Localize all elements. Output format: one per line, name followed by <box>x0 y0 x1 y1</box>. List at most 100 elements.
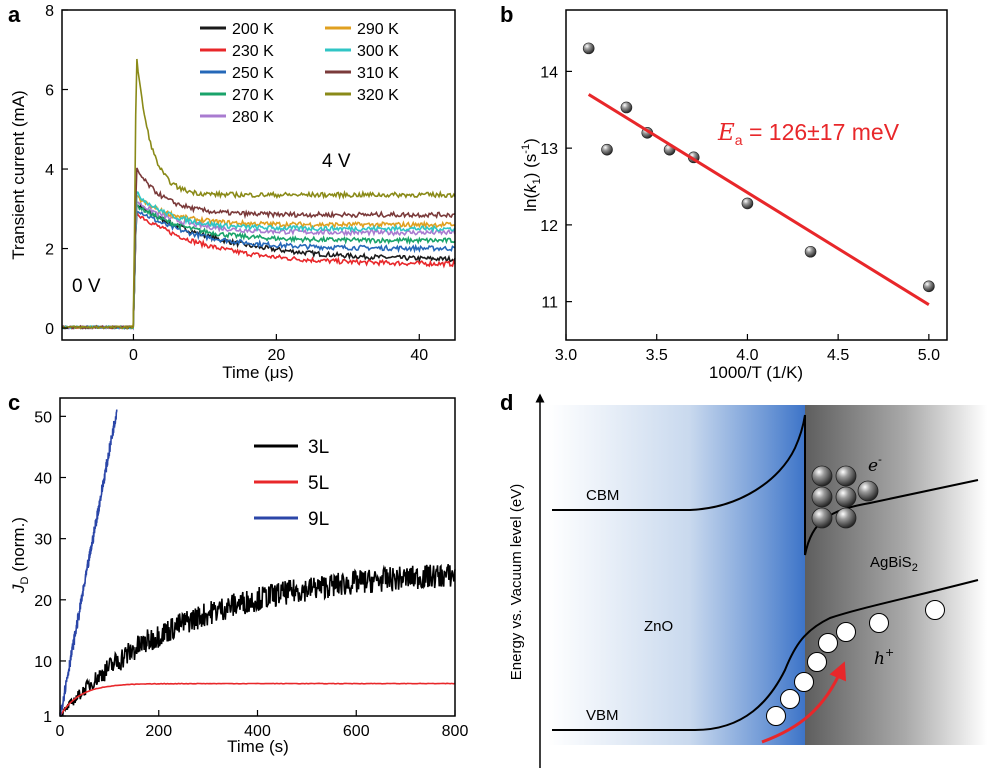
hole-circle <box>925 600 945 620</box>
panel-c-series <box>59 409 456 717</box>
panel-a-series <box>61 58 456 331</box>
panel-b-fit-line <box>587 93 930 306</box>
x-tick-label: 40 <box>410 347 428 364</box>
y-tick-label: 40 <box>34 471 52 488</box>
electron-ball <box>835 507 857 529</box>
panel-b-axes-frame <box>565 9 948 341</box>
agbis2-region <box>805 405 987 745</box>
series-line-280k <box>61 200 456 331</box>
electron-ball <box>811 465 833 487</box>
y-tick-label: 4 <box>45 162 54 179</box>
y-tick-label: 20 <box>34 593 52 610</box>
y-tick-label: 11 <box>541 295 558 312</box>
agbis2-label: AgBiS2 <box>870 554 918 574</box>
y-tick-label: 1 <box>43 709 52 726</box>
panel-label-d: d <box>500 390 513 415</box>
x-tick-label: 4.5 <box>827 347 849 364</box>
panel-b-activation-energy: Ea = 126±17 meV <box>717 119 900 148</box>
electron-ball <box>835 486 857 508</box>
legend-entry: 290 K <box>357 21 399 38</box>
valence-band-edge <box>552 579 979 731</box>
panel-c-ylabel: JD (norm.) <box>9 517 31 594</box>
panel-label-c: c <box>8 390 20 415</box>
y-tick-label: 14 <box>540 64 558 81</box>
legend-entry: 9L <box>308 509 329 530</box>
panel-a-ticks: 0 20 40 0 2 4 6 8 <box>45 3 428 364</box>
panel-label-b: b <box>500 2 513 27</box>
panel-c: c 0 200 400 600 800 1 10 20 30 40 50 Time (s) JD (… <box>8 390 468 756</box>
electron-ball <box>835 465 857 487</box>
panel-a-legend: 200 K 230 K 250 K 270 K 280 K 290 K 300 K 310 K… <box>200 21 399 126</box>
series-line-5l <box>59 682 456 717</box>
legend-entry: 250 K <box>232 65 274 82</box>
legend-entry: 310 K <box>357 65 399 82</box>
series-line-320k <box>61 58 456 331</box>
panel-b: b 3.0 3.5 4.0 4.5 5.0 11 12 13 14 1000/T (1/K) l… <box>500 2 948 382</box>
panel-a-axes-frame <box>61 9 456 341</box>
data-point <box>601 143 613 156</box>
x-tick-label: 600 <box>343 723 370 740</box>
panel-a-annotation-4v: 4 V <box>322 151 351 172</box>
x-tick-label: 3.5 <box>646 347 668 364</box>
zno-region <box>548 405 805 745</box>
hole-chain <box>766 600 945 726</box>
x-tick-label: 400 <box>244 723 271 740</box>
panel-b-points <box>582 42 935 293</box>
x-tick-label: 4.0 <box>736 347 758 364</box>
data-point <box>804 245 817 258</box>
hole-circle <box>818 633 838 653</box>
data-point <box>620 101 633 114</box>
panel-label-a: a <box>8 2 21 27</box>
legend-entry: 230 K <box>232 43 274 60</box>
hole-circle <box>794 672 814 692</box>
y-tick-label: 13 <box>540 141 558 158</box>
data-point <box>582 42 595 55</box>
hole-transport-arrow <box>761 661 847 744</box>
series-line-3l <box>60 563 456 717</box>
x-tick-label: 0 <box>56 723 65 740</box>
hole-circle <box>780 689 800 709</box>
y-tick-label: 2 <box>45 242 54 259</box>
hole-label: h+ <box>874 646 894 669</box>
panel-b-ylabel: ln(k1) (s-1) <box>520 138 543 212</box>
electron-cluster <box>811 465 879 529</box>
panel-c-ticks: 0 200 400 600 800 1 10 20 30 40 50 <box>34 409 468 740</box>
panel-a-annotation-0v: 0 V <box>72 276 101 297</box>
hole-circle <box>836 622 856 642</box>
y-tick-label: 10 <box>34 654 52 671</box>
x-tick-label: 200 <box>145 723 172 740</box>
legend-entry: 270 K <box>232 87 274 104</box>
zno-label: ZnO <box>644 618 673 635</box>
x-tick-label: 3.0 <box>555 347 577 364</box>
hole-circle <box>807 652 827 672</box>
x-tick-label: 0 <box>129 347 138 364</box>
panel-a-xlabel: Time (μs) <box>222 363 294 382</box>
panel-a: a 0 20 40 0 2 4 6 8 Time (μs) Transient current… <box>8 2 456 382</box>
legend-entry: 320 K <box>357 87 399 104</box>
electron-ball <box>811 486 833 508</box>
x-tick-label: 800 <box>442 723 469 740</box>
data-point <box>741 197 754 210</box>
data-point <box>923 280 935 293</box>
vbm-label: VBM <box>586 707 619 724</box>
x-tick-label: 20 <box>267 347 285 364</box>
y-tick-label: 8 <box>45 3 54 20</box>
series-line-9l <box>59 409 118 717</box>
panel-b-ticks: 3.0 3.5 4.0 4.5 5.0 11 12 13 14 <box>540 64 940 364</box>
electron-ball <box>857 480 879 502</box>
cbm-label: CBM <box>586 487 619 504</box>
panel-d: d Energy vs. Vacuum level (eV) CBM VBM Z… <box>500 390 987 768</box>
energy-axis-label: Energy vs. Vacuum level (eV) <box>508 484 525 680</box>
panel-c-xlabel: Time (s) <box>227 737 289 756</box>
panel-b-xlabel: 1000/T (1/K) <box>709 363 803 382</box>
legend-entry: 280 K <box>232 109 274 126</box>
electron-ball <box>811 507 833 529</box>
x-tick-label: 5.0 <box>918 347 940 364</box>
y-tick-label: 6 <box>45 83 54 100</box>
hole-circle <box>766 706 786 726</box>
legend-entry: 3L <box>308 437 329 458</box>
electron-label: e- <box>868 453 882 476</box>
series-line-300k <box>61 190 456 330</box>
y-tick-label: 50 <box>34 409 52 426</box>
